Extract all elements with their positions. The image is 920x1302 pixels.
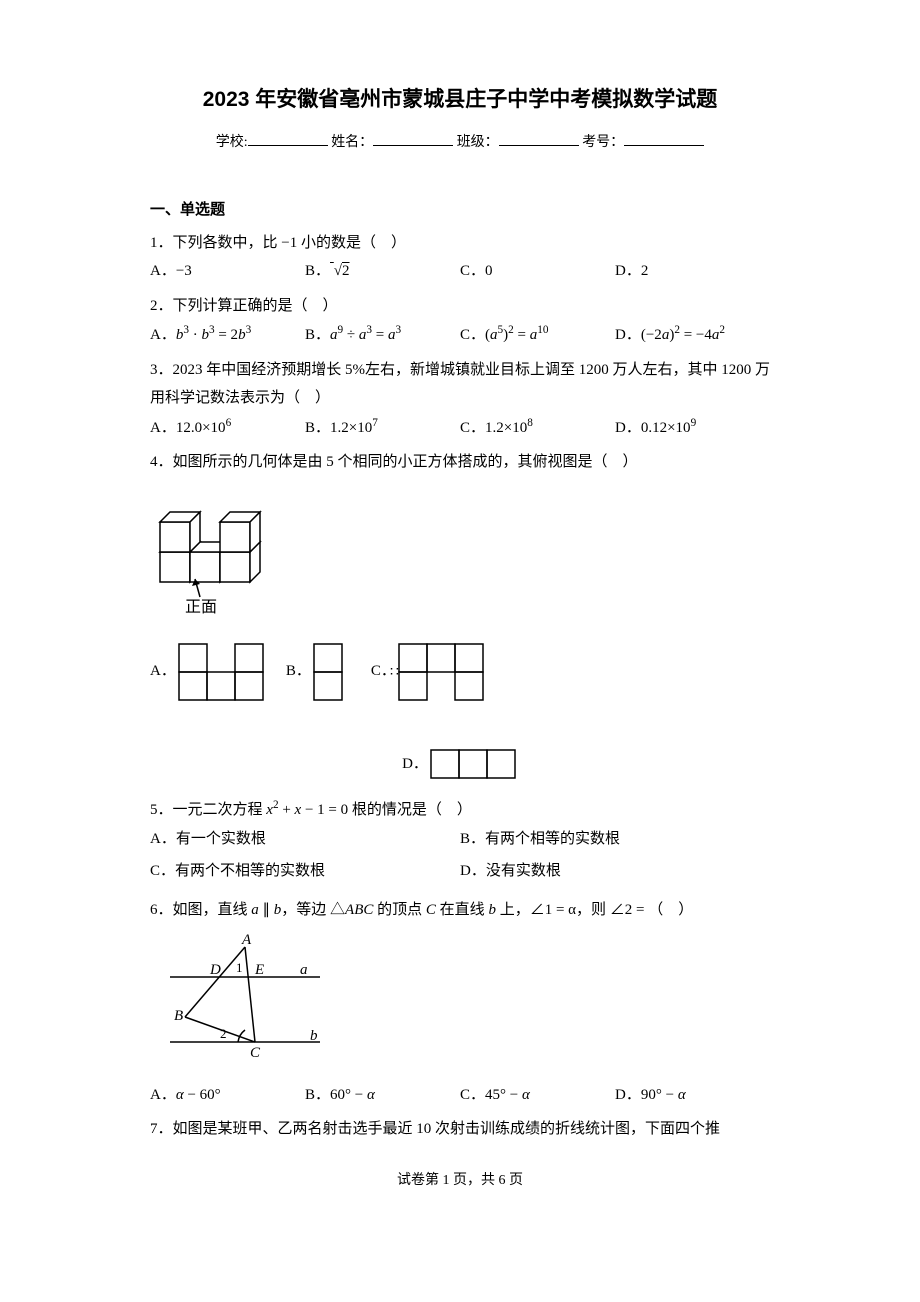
- q4-opt-c: C．: [371, 641, 486, 701]
- q2-opt-b: B．a9 ÷ a3 = a3: [305, 320, 460, 350]
- svg-text:E: E: [254, 962, 264, 978]
- svg-text:a: a: [300, 962, 308, 978]
- q2-opt-d: D．(−2a)2 = −4a2: [615, 320, 770, 350]
- q3-opt-a: A．12.0×106: [150, 413, 305, 443]
- page-footer: 试卷第 1 页，共 6 页: [150, 1168, 770, 1195]
- class-blank: [499, 132, 579, 146]
- q5-opt-a: A．有一个实数根: [150, 825, 460, 854]
- svg-text:B: B: [174, 1008, 183, 1024]
- q5-stem: 5．一元二次方程 x2 + x − 1 = 0 根的情况是（ ）: [150, 795, 770, 825]
- svg-text:b: b: [310, 1028, 318, 1044]
- q1-opt-b: B． √2: [305, 257, 460, 286]
- question-7: 7．如图是某班甲、乙两名射击选手最近 10 次射击训练成绩的折线统计图，下面四个…: [150, 1115, 770, 1144]
- q1-opt-c: C．0: [460, 257, 615, 286]
- name-blank: [373, 132, 453, 146]
- question-1: 1．下列各数中，比 −1 小的数是（ ） A．−3 B． √2 C．0 D．2: [150, 229, 770, 286]
- svg-text:1: 1: [236, 960, 243, 975]
- q1-opt-a: A．−3: [150, 257, 305, 286]
- svg-text:D: D: [209, 962, 221, 978]
- q6-opt-d: D．90° − α: [615, 1081, 770, 1110]
- student-info-line: 学校: 姓名： 班级： 考号：: [150, 130, 770, 157]
- q6-opt-b: B．60° − α: [305, 1081, 460, 1110]
- q5-opt-c: C．有两个不相等的实数根: [150, 857, 460, 886]
- svg-text:C: C: [250, 1045, 261, 1061]
- question-2: 2．下列计算正确的是（ ） A．b3 · b3 = 2b3 B．a9 ÷ a3 …: [150, 292, 770, 350]
- q6-figure: A B C D E a b 1 2: [160, 932, 770, 1073]
- q7-stem: 7．如图是某班甲、乙两名射击选手最近 10 次射击训练成绩的折线统计图，下面四个…: [150, 1115, 770, 1144]
- question-3: 3．2023 年中国经济预期增长 5%左右，新增城镇就业目标上调至 1200 万…: [150, 356, 770, 443]
- q1-opt-d: D．2: [615, 257, 770, 286]
- q3-opt-b: B．1.2×107: [305, 413, 460, 443]
- page-title: 2023 年安徽省亳州市蒙城县庄子中学中考模拟数学试题: [150, 80, 770, 120]
- class-label: 班级：: [457, 135, 499, 150]
- q4-opt-b: B．: [286, 641, 351, 701]
- q6-opt-c: C．45° − α: [460, 1081, 615, 1110]
- q6-opt-a: A．α − 60°: [150, 1081, 305, 1110]
- svg-text:A: A: [241, 932, 252, 948]
- q3-stem: 3．2023 年中国经济预期增长 5%左右，新增城镇就业目标上调至 1200 万…: [150, 356, 770, 413]
- q5-opt-b: B．有两个相等的实数根: [460, 825, 770, 854]
- examno-blank: [624, 132, 704, 146]
- q2-stem: 2．下列计算正确的是（ ）: [150, 292, 770, 321]
- q2-opt-c: C．(a5)2 = a10: [460, 320, 615, 350]
- examno-label: 考号：: [582, 135, 624, 150]
- q2-opt-a: A．b3 · b3 = 2b3: [150, 320, 305, 350]
- q6-stem: 6．如图，直线 a ∥ b，等边 △ABC 的顶点 C 在直线 b 上，∠1 =…: [150, 896, 770, 925]
- q3-opt-d: D．0.12×109: [615, 413, 770, 443]
- school-blank: [248, 132, 328, 146]
- question-5: 5．一元二次方程 x2 + x − 1 = 0 根的情况是（ ） A．有一个实数…: [150, 795, 770, 890]
- svg-text:2: 2: [220, 1026, 227, 1041]
- name-label: 姓名：: [331, 135, 373, 150]
- question-4: 4．如图所示的几何体是由 5 个相同的小正方体搭成的，其俯视图是（ ）: [150, 448, 770, 781]
- q5-opt-d: D．没有实数根: [460, 857, 770, 886]
- section-header: 一、单选题: [150, 196, 770, 225]
- q3-opt-c: C．1.2×108: [460, 413, 615, 443]
- question-6: 6．如图，直线 a ∥ b，等边 △ABC 的顶点 C 在直线 b 上，∠1 =…: [150, 896, 770, 1110]
- school-label: 学校:: [216, 135, 248, 150]
- q4-figure: 正面: [150, 487, 770, 628]
- q1-stem: 1．下列各数中，比 −1 小的数是（ ）: [150, 229, 770, 258]
- q4-options: A． B． C． D．: [150, 641, 770, 781]
- q4-stem: 4．如图所示的几何体是由 5 个相同的小正方体搭成的，其俯视图是（ ）: [150, 448, 770, 477]
- q4-opt-a: A．: [150, 641, 266, 701]
- front-label: 正面: [185, 599, 217, 616]
- q4-opt-d: D．: [402, 747, 518, 781]
